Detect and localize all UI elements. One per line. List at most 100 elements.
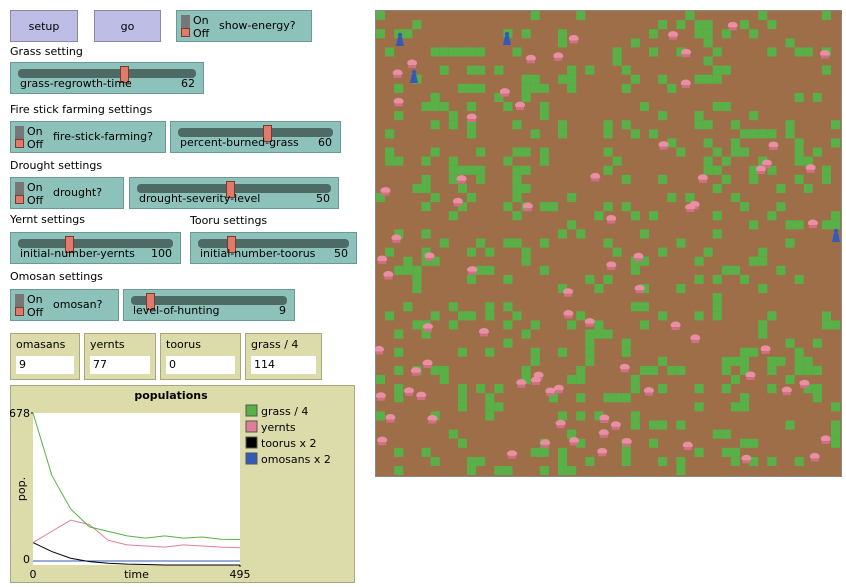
grass-patch xyxy=(712,274,722,284)
yernt-legs xyxy=(821,440,830,444)
grass-patch xyxy=(703,74,713,84)
grass-patch xyxy=(558,347,568,357)
yernt-legs xyxy=(375,351,384,355)
grass-patch xyxy=(803,156,813,166)
grass-patch xyxy=(730,265,740,275)
yernt-legs xyxy=(423,328,432,332)
grass-patch xyxy=(776,202,786,212)
slider-handle xyxy=(263,125,273,142)
switch[interactable]: On Off omosan? xyxy=(10,289,119,321)
grass-patch xyxy=(740,356,750,366)
yernt-legs xyxy=(556,425,565,429)
yernt-legs xyxy=(500,93,509,97)
switch-off: Off xyxy=(27,306,44,319)
yernt xyxy=(606,215,617,223)
monitor: toorus 0 xyxy=(160,333,241,380)
grass-patch xyxy=(767,47,777,57)
grass-patch xyxy=(585,329,595,339)
grass-patch xyxy=(649,365,659,375)
grass-patch xyxy=(703,120,713,130)
switch[interactable]: On Off show-energy? xyxy=(176,10,312,42)
grass-patch xyxy=(667,365,677,375)
grass-patch xyxy=(730,456,740,466)
slider[interactable]: grass-regrowth-time 62 xyxy=(10,62,204,94)
grass-patch xyxy=(430,47,440,57)
grass-patch xyxy=(485,402,495,412)
grass-patch xyxy=(394,466,404,476)
grass-patch xyxy=(503,102,513,112)
grass-patch xyxy=(630,420,640,430)
yernt xyxy=(697,174,708,182)
grass-patch xyxy=(694,274,704,284)
grass-patch xyxy=(576,438,586,448)
grass-patch xyxy=(594,211,604,221)
yernt xyxy=(545,387,556,395)
grass-patch xyxy=(530,447,540,457)
grass-patch xyxy=(567,74,577,84)
yernt-legs xyxy=(517,384,526,388)
yernt xyxy=(377,436,388,444)
slider[interactable]: level-of-hunting 9 xyxy=(123,289,295,321)
grass-patch xyxy=(630,375,640,385)
slider-handle xyxy=(120,66,129,83)
grass-patch xyxy=(767,384,777,394)
slider[interactable]: drought-severity-level 50 xyxy=(129,177,339,209)
yernt-legs xyxy=(682,54,691,58)
button[interactable]: go xyxy=(94,10,161,42)
yernt-legs xyxy=(782,392,791,396)
omosan-head xyxy=(397,32,403,38)
yernt xyxy=(634,284,645,292)
switch[interactable]: On Off fire-stick-farming? xyxy=(10,121,166,153)
grass-patch xyxy=(558,456,568,466)
yernt-legs xyxy=(728,27,737,31)
legend-label: toorus x 2 xyxy=(261,437,317,450)
grass-patch xyxy=(630,129,640,139)
yernt xyxy=(410,367,421,375)
yernt-legs xyxy=(742,460,751,464)
grass-patch xyxy=(831,220,841,230)
grass-patch xyxy=(676,147,686,157)
x-max-label: 495 xyxy=(230,568,251,581)
grass-patch xyxy=(485,302,495,312)
grass-patch xyxy=(630,74,640,84)
grass-patch xyxy=(421,202,431,212)
yernt-legs xyxy=(468,271,477,275)
switch[interactable]: On Off drought? xyxy=(10,177,124,209)
grass-patch xyxy=(603,393,613,403)
yernt-legs xyxy=(698,179,707,183)
slider[interactable]: percent-burned-grass 60 xyxy=(170,121,341,153)
yernt-legs xyxy=(381,192,390,196)
grass-patch xyxy=(767,211,777,221)
yernt-legs xyxy=(554,390,563,394)
button[interactable]: setup xyxy=(10,10,78,42)
grass-patch xyxy=(794,92,804,102)
grass-patch xyxy=(685,193,695,203)
yernt-legs xyxy=(570,442,579,446)
grass-patch xyxy=(494,65,504,75)
grass-patch xyxy=(457,384,467,394)
yernt-legs xyxy=(378,442,387,446)
yernt-legs xyxy=(376,397,385,401)
slider[interactable]: initial-number-yernts 100 xyxy=(10,232,181,264)
grass-patch xyxy=(394,265,404,275)
grass-patch xyxy=(730,147,740,157)
yernt xyxy=(755,165,766,173)
grass-patch xyxy=(412,265,422,275)
yernt xyxy=(427,414,438,422)
grass-patch xyxy=(376,29,386,39)
grass-patch xyxy=(457,165,467,175)
grass-patch xyxy=(712,302,722,312)
yernt xyxy=(522,202,533,210)
yernt-legs xyxy=(622,443,631,447)
yernt-legs xyxy=(746,377,755,381)
grass-patch xyxy=(730,193,740,203)
grass-patch xyxy=(730,138,740,148)
series-line xyxy=(32,519,241,549)
yernt xyxy=(610,421,621,429)
yernt-legs xyxy=(681,85,690,89)
grass-patch xyxy=(658,74,668,84)
slider-track xyxy=(198,239,349,248)
slider[interactable]: initial-number-toorus 50 xyxy=(190,232,357,264)
grass-patch xyxy=(412,183,422,193)
grass-patch xyxy=(730,120,740,130)
